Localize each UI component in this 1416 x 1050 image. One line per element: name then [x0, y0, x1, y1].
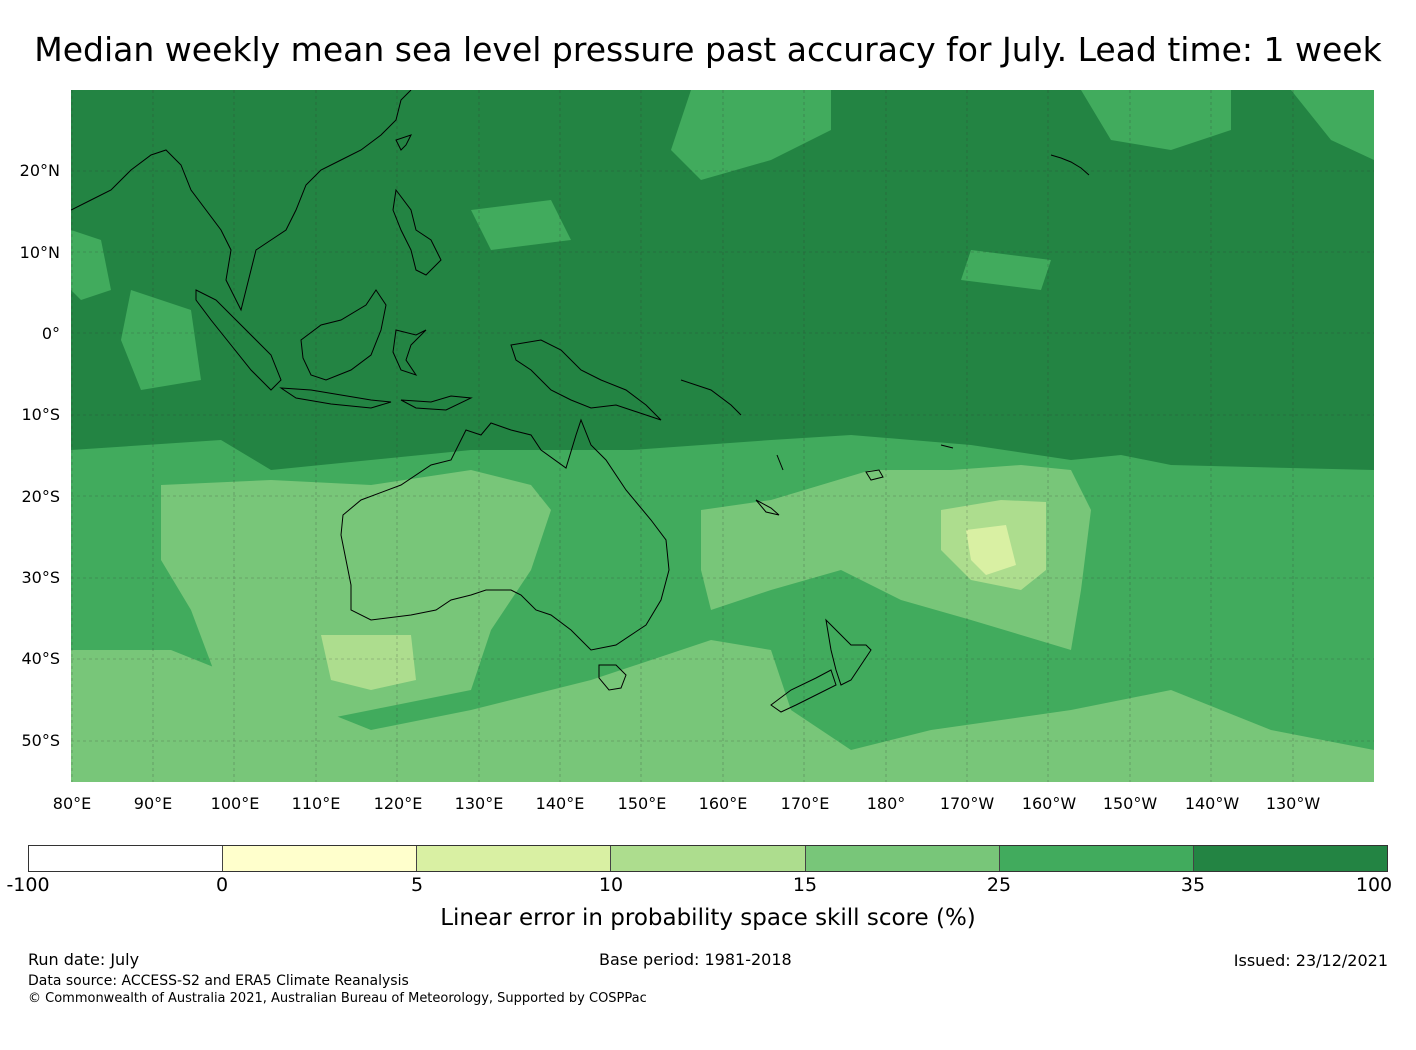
- data-source: Data source: ACCESS-S2 and ERA5 Climate …: [28, 973, 409, 989]
- se-asia-coast: [71, 90, 412, 312]
- colorbar-segment-neg100-0: [29, 846, 224, 871]
- chart-title: Median weekly mean sea level pressure pa…: [34, 30, 1382, 69]
- lon-label-180: 180°: [866, 794, 906, 813]
- sulawesi-coast: [392, 329, 427, 376]
- base-period: Base period: 1981-2018: [599, 950, 792, 969]
- band-5-10-region: [966, 525, 1016, 575]
- samoa-coast: [940, 444, 954, 449]
- java-coast: [279, 387, 392, 409]
- lon-label-110e: 110°E: [291, 794, 341, 813]
- colorbar-tick-15: 15: [792, 874, 818, 896]
- graticule: [71, 90, 1374, 782]
- taiwan-coast: [395, 134, 412, 151]
- colorbar-tick-25: 25: [986, 874, 1012, 896]
- lon-label-120e: 120°E: [373, 794, 423, 813]
- lat-label-10n: 10°N: [19, 243, 60, 262]
- solomon-coast: [680, 379, 742, 416]
- colorbar-segment-5-10: [417, 846, 612, 871]
- lat-label-20s: 20°S: [21, 487, 60, 506]
- lon-label-100e: 100°E: [210, 794, 260, 813]
- nz-north-island: [825, 618, 872, 686]
- hawaii-coast: [1050, 154, 1090, 176]
- band-10-15-region: [321, 500, 1046, 690]
- colorbar-segment-15-25: [805, 846, 1000, 871]
- sumatra-coast: [195, 289, 282, 391]
- lat-label-50s: 50°S: [21, 731, 60, 750]
- issued-date: Issued: 23/12/2021: [1233, 951, 1388, 970]
- lon-label-170w: 170°W: [939, 794, 995, 813]
- colorbar-segment-25-35: [999, 846, 1194, 871]
- run-date: Run date: July: [28, 950, 140, 969]
- colorbar-tick-5: 5: [410, 874, 424, 896]
- lon-label-80e: 80°E: [52, 794, 92, 813]
- borneo-coast: [300, 289, 387, 381]
- fiji-coast: [865, 469, 884, 481]
- vanuatu-coast: [776, 454, 784, 471]
- lon-label-90e: 90°E: [133, 794, 173, 813]
- lon-label-150e: 150°E: [617, 794, 667, 813]
- copyright: © Commonwealth of Australia 2021, Austra…: [28, 991, 647, 1006]
- nz-south-island: [770, 669, 837, 713]
- new-caledonia-coast: [755, 499, 780, 516]
- skill-score-map: [71, 90, 1374, 782]
- australia-coast: [340, 418, 670, 651]
- lon-label-160e: 160°E: [698, 794, 748, 813]
- lat-label-0: 0°: [41, 324, 60, 343]
- colorbar-tick-0: 0: [215, 874, 229, 896]
- lat-label-40s: 40°S: [21, 649, 60, 668]
- coastlines: [71, 90, 1090, 713]
- lon-label-130w: 130°W: [1265, 794, 1321, 813]
- new-guinea-coast: [510, 339, 662, 421]
- colorbar-segment-10-15: [611, 846, 806, 871]
- tasmania-coast: [598, 664, 627, 691]
- lat-label-30s: 30°S: [21, 568, 60, 587]
- lon-label-150w: 150°W: [1102, 794, 1158, 813]
- lon-label-140e: 140°E: [535, 794, 585, 813]
- lesser-sunda-coast: [400, 395, 473, 411]
- lat-label-20n: 20°N: [19, 161, 60, 180]
- colorbar-tick-35: 35: [1180, 874, 1206, 896]
- lon-label-160w: 160°W: [1021, 794, 1077, 813]
- colorbar-segment-35-100: [1193, 846, 1387, 871]
- colorbar-tick-10: 10: [598, 874, 624, 896]
- lon-label-130e: 130°E: [454, 794, 504, 813]
- colorbar: [28, 845, 1388, 872]
- lon-label-140w: 140°W: [1184, 794, 1240, 813]
- lat-label-10s: 10°S: [21, 405, 60, 424]
- colorbar-tick-100: 100: [1355, 874, 1393, 896]
- colorbar-tick-neg100: -100: [6, 874, 50, 896]
- lon-label-170e: 170°E: [780, 794, 830, 813]
- philippines-coast: [392, 188, 442, 276]
- band-15-25-region: [71, 465, 1374, 782]
- colorbar-segment-0-5: [223, 846, 418, 871]
- colorbar-label: Linear error in probability space skill …: [440, 905, 976, 931]
